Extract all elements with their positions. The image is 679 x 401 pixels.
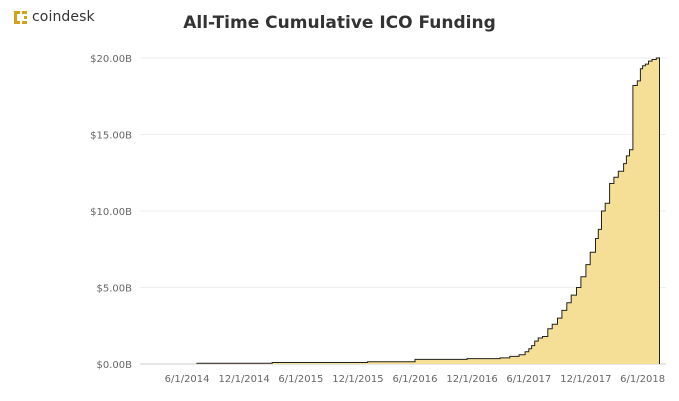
x-tick-label: 12/1/2016 [446, 374, 497, 385]
series-line [196, 57, 660, 364]
y-axis-tick-labels: $0.00B $5.00B $10.00B $15.00B $20.00B [90, 54, 132, 371]
series-area-fill [196, 57, 660, 364]
coindesk-logo-icon [14, 10, 27, 24]
chart-title: All-Time Cumulative ICO Funding [183, 13, 496, 33]
x-axis-tick-labels: 6/1/2014 12/1/2014 6/1/2015 12/1/2015 6/1/20… [165, 374, 665, 385]
y-tick-label: $15.00B [90, 131, 132, 142]
x-tick-label: 6/1/2016 [393, 374, 438, 385]
y-tick-label: $10.00B [90, 207, 132, 218]
x-tick-label: 12/1/2014 [218, 374, 269, 385]
x-tick-label: 12/1/2015 [332, 374, 383, 385]
x-tick-label: 6/1/2014 [165, 374, 210, 385]
y-tick-label: $5.00B [97, 284, 133, 295]
x-tick-label: 12/1/2017 [560, 374, 611, 385]
x-tick-label: 6/1/2015 [278, 374, 323, 385]
area-series [196, 57, 660, 364]
brand-name: coindesk [32, 9, 95, 25]
x-tick-label: 6/1/2018 [620, 374, 665, 385]
x-tick-label: 6/1/2017 [506, 374, 551, 385]
brand-logo[interactable]: coindesk [14, 9, 95, 25]
y-tick-label: $20.00B [90, 54, 132, 65]
y-tick-label: $0.00B [97, 360, 133, 371]
